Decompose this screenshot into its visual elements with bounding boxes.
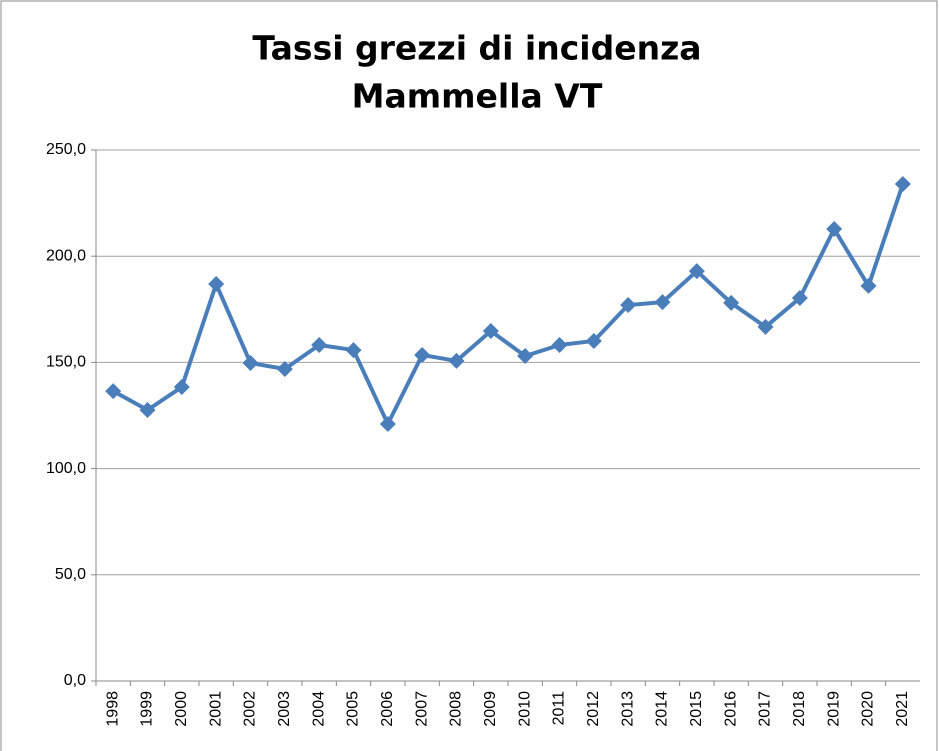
- y-tick-label: 150,0: [46, 354, 86, 371]
- marker: [620, 297, 637, 314]
- x-tick-label: 2004: [310, 691, 327, 727]
- marker: [757, 318, 774, 335]
- x-tick-label: 1999: [139, 691, 156, 727]
- marker: [311, 336, 328, 353]
- x-tick-label: 2012: [585, 691, 602, 727]
- x-tick-label: 2006: [379, 691, 396, 727]
- marker: [826, 221, 843, 238]
- x-tick-label: 2018: [791, 691, 808, 727]
- marker: [139, 401, 156, 418]
- x-tick-label: 1998: [104, 691, 121, 727]
- x-tick-label: 2003: [276, 691, 293, 727]
- marker: [791, 290, 808, 307]
- x-tick-label: 2009: [482, 691, 499, 727]
- marker: [173, 379, 190, 396]
- x-tick-label: 2020: [860, 691, 877, 727]
- marker: [448, 352, 465, 369]
- x-tick-label: 2001: [207, 691, 224, 727]
- marker: [517, 348, 534, 365]
- y-tick-label: 200,0: [46, 247, 86, 264]
- x-tick-label: 2014: [654, 691, 671, 727]
- x-tick-label: 2017: [757, 691, 774, 727]
- marker: [276, 360, 293, 377]
- marker: [551, 336, 568, 353]
- marker: [242, 355, 259, 372]
- x-tick-label: 2013: [619, 691, 636, 727]
- marker: [208, 276, 225, 293]
- marker: [585, 332, 602, 349]
- chart-title: Mammella VT: [352, 77, 603, 116]
- x-tick-label: 2002: [242, 691, 259, 727]
- marker: [723, 294, 740, 311]
- x-tick-label: 2000: [173, 691, 190, 727]
- line: [112, 183, 905, 426]
- y-tick-label: 100,0: [46, 460, 86, 477]
- marker: [414, 346, 431, 363]
- marker: [379, 415, 396, 432]
- x-tick-label: 2015: [688, 691, 705, 727]
- x-tick-label: 2021: [894, 691, 911, 727]
- x-tick-label: 2016: [722, 691, 739, 727]
- x-tick-label: 2007: [413, 691, 430, 727]
- chart-title: Tassi grezzi di incidenza: [252, 29, 701, 68]
- marker: [105, 383, 122, 400]
- marker: [688, 263, 705, 280]
- x-tick-label: 2011: [551, 691, 568, 726]
- marker: [654, 294, 671, 311]
- marker: [482, 322, 499, 339]
- x-tick-label: 2010: [516, 691, 533, 727]
- y-tick-label: 0,0: [64, 672, 86, 689]
- marker: [345, 342, 362, 359]
- y-tick-label: 250,0: [46, 141, 86, 158]
- marker: [860, 277, 877, 294]
- marker: [894, 175, 911, 192]
- x-tick-label: 2008: [448, 691, 465, 727]
- y-tick-label: 50,0: [55, 566, 86, 583]
- x-tick-label: 2005: [345, 691, 362, 727]
- x-tick-label: 2019: [825, 691, 842, 727]
